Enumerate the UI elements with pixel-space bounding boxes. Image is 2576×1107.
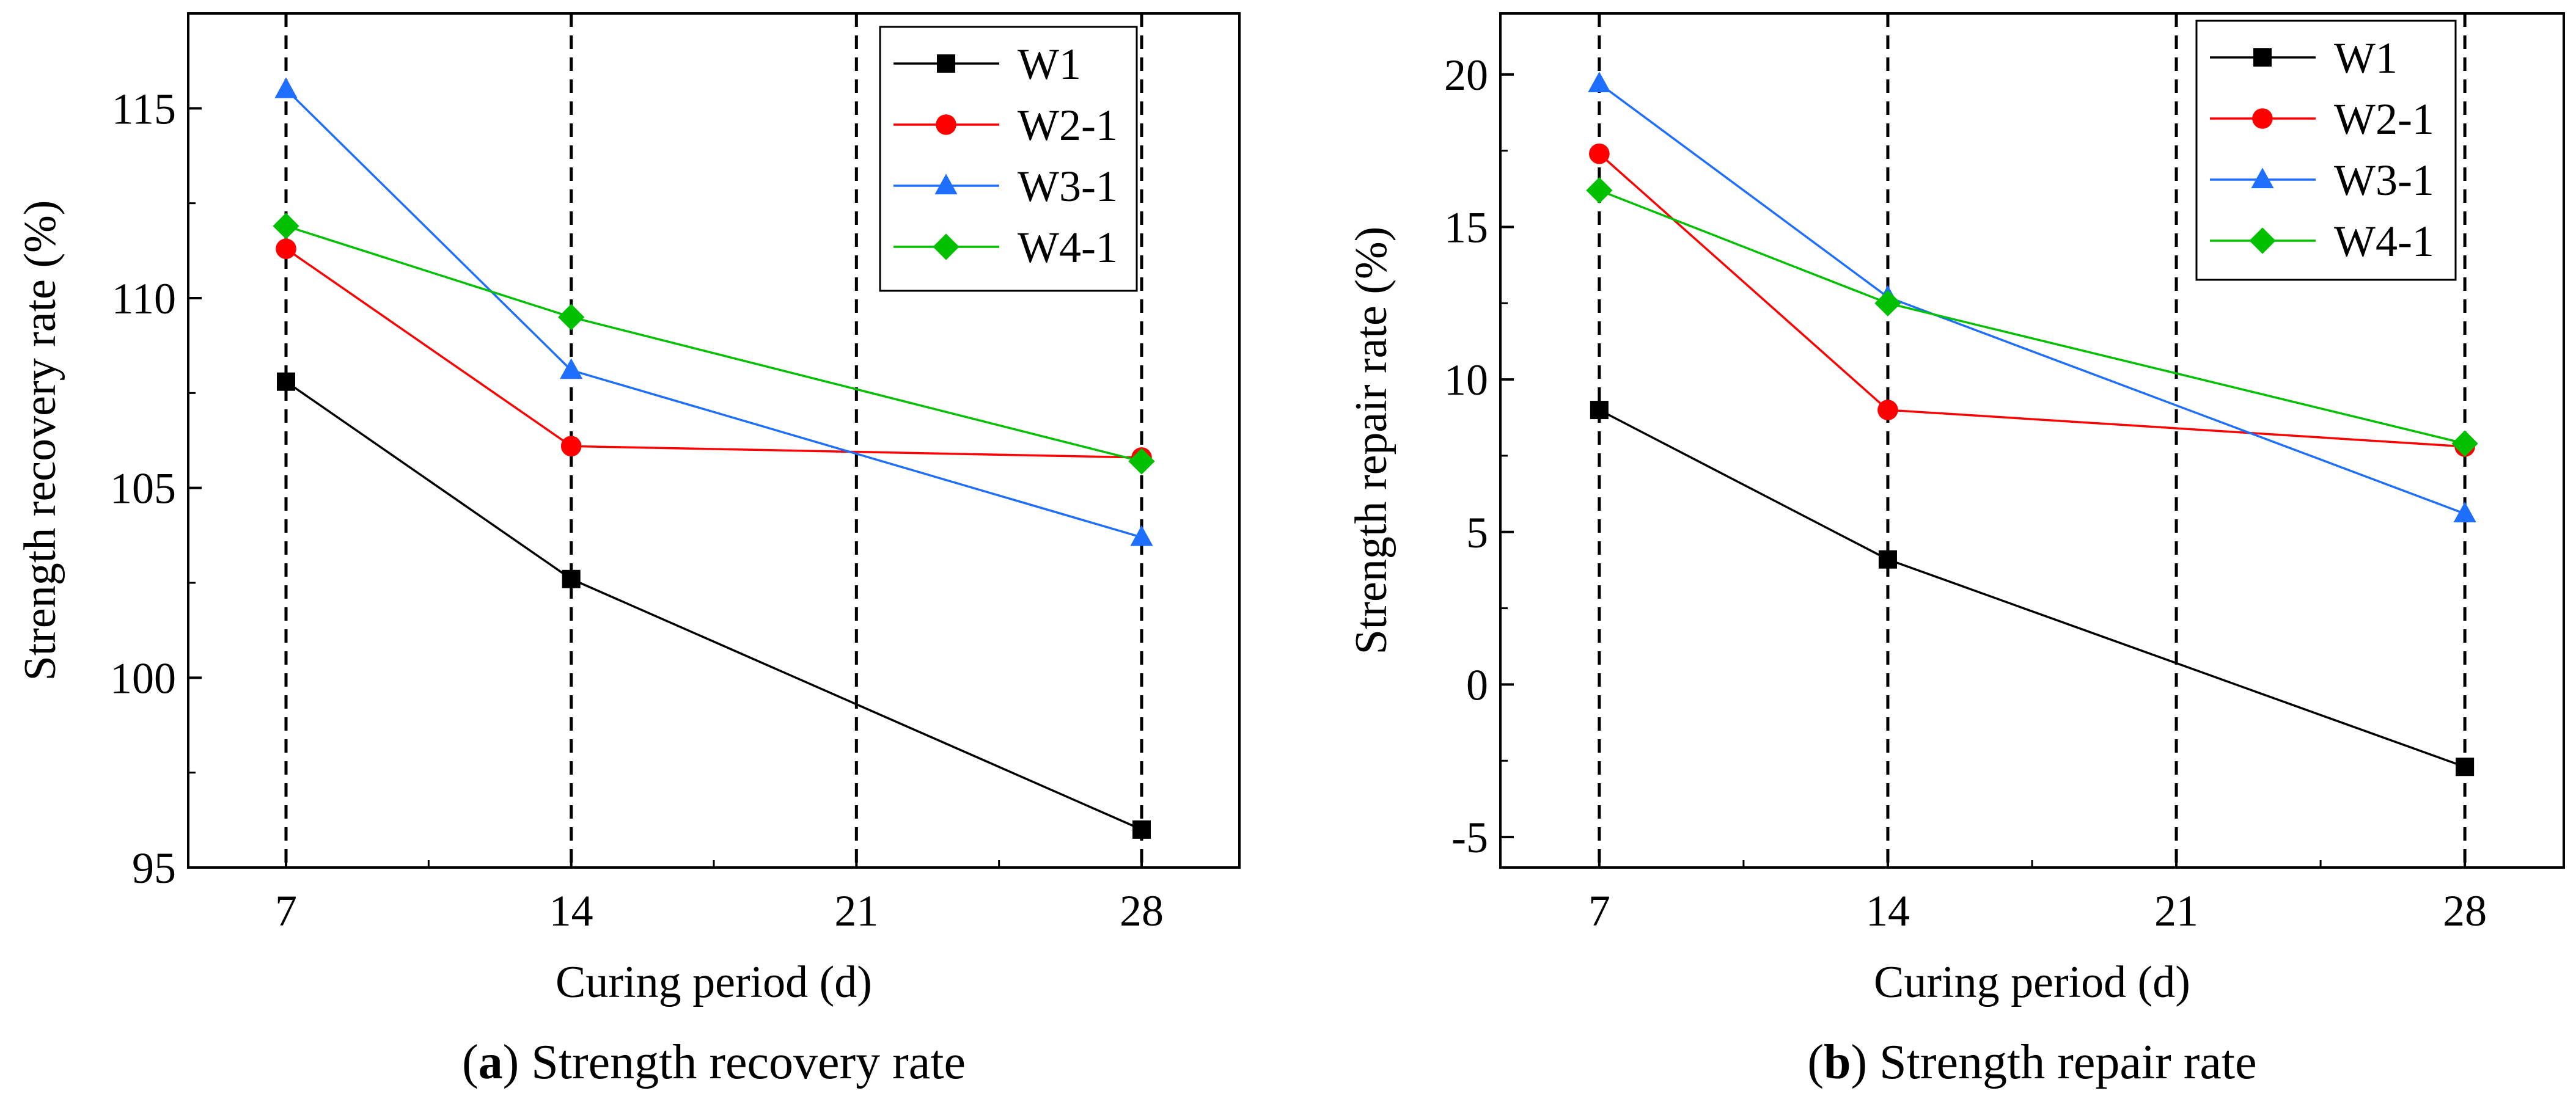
data-point-W4-1-14 (1874, 290, 1901, 316)
y-tick-label: 10 (1444, 356, 1488, 404)
y-tick-label: 115 (112, 84, 176, 133)
data-point-W4-1-28 (1128, 448, 1155, 475)
x-tick-label: 21 (834, 886, 878, 935)
y-tick-label: 5 (1466, 508, 1488, 557)
legend-marker (2249, 227, 2276, 254)
y-tick-label: 0 (1466, 660, 1488, 709)
data-point-W1-14 (1878, 550, 1897, 569)
data-point-W4-1-28 (2451, 430, 2478, 457)
legend-entry-W3-1: W3-1 (2210, 156, 2434, 205)
legend-label: W2-1 (2334, 95, 2434, 144)
y-tick-label: 20 (1444, 51, 1488, 100)
data-point-W1-7 (1590, 401, 1609, 420)
data-point-W3-1-28 (2453, 502, 2476, 523)
legend-marker (2253, 48, 2272, 67)
data-point-W2-1-14 (560, 436, 582, 457)
legend-entry-W2-1: W2-1 (2210, 95, 2434, 144)
y-tick-label: -5 (1451, 813, 1488, 862)
x-tick-label: 7 (275, 886, 297, 935)
legend-label: W4-1 (1018, 223, 1118, 272)
data-point-W1-7 (277, 372, 295, 391)
data-point-W2-1-14 (1877, 400, 1898, 420)
legend: W1 W2-1 W3-1 W4-1 (879, 26, 1138, 292)
legend-entry-W2-1: W2-1 (894, 101, 1118, 150)
x-tick-label: 14 (549, 886, 593, 935)
series-line-W1 (1599, 409, 2465, 768)
legend-marker (2252, 108, 2273, 129)
legend-entry-W4-1: W4-1 (2210, 217, 2434, 266)
legend-label: W4-1 (2334, 217, 2434, 266)
data-point-W4-1-14 (558, 304, 585, 331)
data-point-W2-1-7 (276, 238, 296, 260)
x-tick-label: 21 (2154, 886, 2198, 935)
legend-box (2195, 20, 2457, 281)
y-axis-title: Strength recovery rate (%) (15, 200, 65, 681)
legend-label: W3-1 (1018, 162, 1118, 211)
x-tick-label: 28 (2443, 886, 2487, 935)
data-point-W1-28 (2456, 758, 2475, 776)
chart-panel-1: 95 100 105 110 115 7 14 21 28 Curing period (d) St… (15, 12, 1241, 1089)
legend: W1 W2-1 W3-1 W4-1 (2195, 20, 2457, 281)
x-tick-label: 7 (1588, 886, 1610, 935)
legend-label: W1 (2334, 34, 2398, 82)
chart-panel-2: -5 0 5 10 15 20 7 14 21 28 Curing period (d) Streng… (1346, 12, 2565, 1089)
y-tick-label: 105 (110, 464, 176, 513)
panel-caption: (a) Strength recovery rate (462, 1036, 966, 1089)
legend-label: W3-1 (2334, 156, 2434, 205)
x-tick-label: 14 (1866, 886, 1910, 935)
data-point-W2-1-7 (1589, 143, 1610, 164)
panel-caption: (b) Strength repair rate (1807, 1036, 2256, 1089)
y-tick-label: 110 (112, 274, 176, 323)
legend-entry-W3-1: W3-1 (894, 162, 1118, 211)
x-tick-label: 28 (1120, 886, 1164, 935)
legend-marker (933, 233, 960, 260)
legend-entry-W1: W1 (894, 40, 1081, 89)
y-tick-label: 100 (110, 654, 176, 703)
data-point-W1-14 (562, 569, 581, 588)
data-point-W3-1-7 (274, 77, 298, 98)
legend-marker (934, 174, 958, 195)
x-axis-title: Curing period (d) (556, 957, 872, 1007)
legend-marker (937, 54, 955, 73)
data-point-W3-1-7 (1588, 71, 1611, 93)
legend-marker (936, 114, 956, 135)
legend-label: W2-1 (1018, 101, 1118, 150)
legend-entry-W4-1: W4-1 (894, 223, 1118, 272)
legend-entry-W1: W1 (2210, 34, 2398, 82)
data-point-W4-1-7 (273, 213, 299, 239)
data-point-W1-28 (1132, 820, 1151, 839)
data-point-W3-1-28 (1130, 525, 1153, 546)
y-tick-label: 15 (1444, 203, 1488, 252)
legend-marker (2251, 167, 2274, 189)
y-axis-title: Strength repair rate (%) (1346, 227, 1396, 655)
data-point-W4-1-7 (1586, 177, 1613, 204)
legend-label: W1 (1018, 40, 1081, 89)
y-tick-label: 95 (132, 844, 176, 893)
x-axis-title: Curing period (d) (1874, 957, 2190, 1007)
data-point-W3-1-14 (560, 358, 583, 379)
